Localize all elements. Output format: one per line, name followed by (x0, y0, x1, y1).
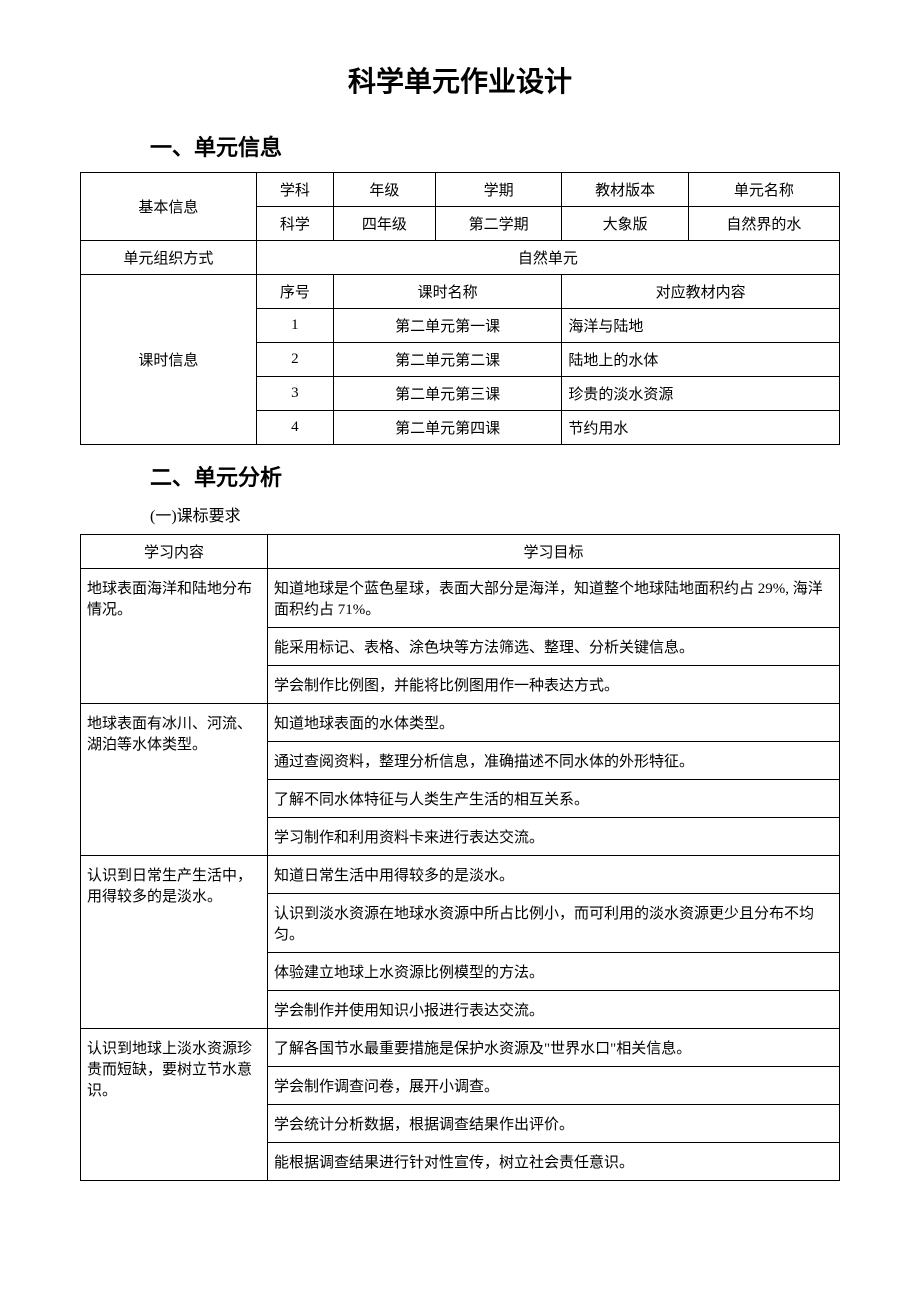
value-subject: 科学 (256, 207, 333, 241)
header-content: 学习内容 (81, 535, 268, 569)
goal-cell: 知道地球是个蓝色星球，表面大部分是海洋，知道整个地球陆地面积约占 29%, 海洋… (268, 569, 840, 628)
lesson-name: 第二单元第三课 (333, 377, 561, 411)
lesson-num: 2 (256, 343, 333, 377)
content-cell: 认识到日常生产生活中，用得较多的是淡水。 (81, 856, 268, 1029)
value-semester: 第二学期 (435, 207, 562, 241)
goal-cell: 学会制作并使用知识小报进行表达交流。 (268, 991, 840, 1029)
header-textbook: 教材版本 (562, 173, 689, 207)
table-row: 地球表面海洋和陆地分布情况。 知道地球是个蓝色星球，表面大部分是海洋，知道整个地… (81, 569, 840, 628)
table-row: 地球表面有冰川、河流、湖泊等水体类型。 知道地球表面的水体类型。 (81, 704, 840, 742)
goal-cell: 知道日常生活中用得较多的是淡水。 (268, 856, 840, 894)
table-row: 认识到地球上淡水资源珍贵而短缺，要树立节水意识。 了解各国节水最重要措施是保护水… (81, 1029, 840, 1067)
content-cell: 地球表面有冰川、河流、湖泊等水体类型。 (81, 704, 268, 856)
header-subject: 学科 (256, 173, 333, 207)
value-unitname: 自然界的水 (688, 207, 839, 241)
table-row: 认识到日常生产生活中，用得较多的是淡水。 知道日常生活中用得较多的是淡水。 (81, 856, 840, 894)
lesson-header-num: 序号 (256, 275, 333, 309)
lesson-num: 1 (256, 309, 333, 343)
org-method-label: 单元组织方式 (81, 241, 257, 275)
analysis-table: 学习内容 学习目标 地球表面海洋和陆地分布情况。 知道地球是个蓝色星球，表面大部… (80, 534, 840, 1181)
content-cell: 地球表面海洋和陆地分布情况。 (81, 569, 268, 704)
header-grade: 年级 (333, 173, 435, 207)
basic-info-label: 基本信息 (81, 173, 257, 241)
value-textbook: 大象版 (562, 207, 689, 241)
lesson-name: 第二单元第一课 (333, 309, 561, 343)
goal-cell: 学会制作调查问卷，展开小调查。 (268, 1067, 840, 1105)
lesson-info-label: 课时信息 (81, 275, 257, 445)
lesson-name: 第二单元第四课 (333, 411, 561, 445)
header-unitname: 单元名称 (688, 173, 839, 207)
value-grade: 四年级 (333, 207, 435, 241)
goal-cell: 学习制作和利用资料卡来进行表达交流。 (268, 818, 840, 856)
org-method-value: 自然单元 (256, 241, 839, 275)
goal-cell: 学会统计分析数据，根据调查结果作出评价。 (268, 1105, 840, 1143)
lesson-content: 珍贵的淡水资源 (562, 377, 840, 411)
goal-cell: 能采用标记、表格、涂色块等方法筛选、整理、分析关键信息。 (268, 628, 840, 666)
goal-cell: 体验建立地球上水资源比例模型的方法。 (268, 953, 840, 991)
lesson-name: 第二单元第二课 (333, 343, 561, 377)
goal-cell: 知道地球表面的水体类型。 (268, 704, 840, 742)
unit-info-table: 基本信息 学科 年级 学期 教材版本 单元名称 科学 四年级 第二学期 大象版 … (80, 172, 840, 445)
header-semester: 学期 (435, 173, 562, 207)
goal-cell: 认识到淡水资源在地球水资源中所占比例小，而可利用的淡水资源更少且分布不均匀。 (268, 894, 840, 953)
goal-cell: 通过查阅资料，整理分析信息，准确描述不同水体的外形特征。 (268, 742, 840, 780)
goal-cell: 学会制作比例图，并能将比例图用作一种表达方式。 (268, 666, 840, 704)
lesson-header-content: 对应教材内容 (562, 275, 840, 309)
section1-header: 一、单元信息 (150, 130, 840, 162)
header-goal: 学习目标 (268, 535, 840, 569)
page-title: 科学单元作业设计 (80, 60, 840, 100)
goal-cell: 了解不同水体特征与人类生产生活的相互关系。 (268, 780, 840, 818)
lesson-content: 陆地上的水体 (562, 343, 840, 377)
lesson-header-name: 课时名称 (333, 275, 561, 309)
lesson-num: 3 (256, 377, 333, 411)
content-cell: 认识到地球上淡水资源珍贵而短缺，要树立节水意识。 (81, 1029, 268, 1181)
section2-header: 二、单元分析 (150, 460, 840, 492)
lesson-content: 节约用水 (562, 411, 840, 445)
goal-cell: 能根据调查结果进行针对性宣传，树立社会责任意识。 (268, 1143, 840, 1181)
lesson-content: 海洋与陆地 (562, 309, 840, 343)
lesson-num: 4 (256, 411, 333, 445)
goal-cell: 了解各国节水最重要措施是保护水资源及"世界水口"相关信息。 (268, 1029, 840, 1067)
section2-subheader: (一)课标要求 (150, 502, 840, 526)
